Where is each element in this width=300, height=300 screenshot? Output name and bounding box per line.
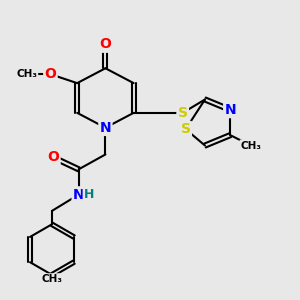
Text: CH₃: CH₃ xyxy=(241,140,262,151)
Text: CH₃: CH₃ xyxy=(16,69,37,79)
Text: N: N xyxy=(73,188,85,202)
Text: S: S xyxy=(178,106,188,120)
Text: CH₃: CH₃ xyxy=(41,274,62,284)
Text: N: N xyxy=(100,121,111,135)
Text: S: S xyxy=(181,122,191,136)
Text: O: O xyxy=(47,150,59,164)
Text: O: O xyxy=(100,38,111,52)
Text: O: O xyxy=(44,67,56,81)
Text: H: H xyxy=(84,188,94,201)
Text: N: N xyxy=(224,103,236,117)
